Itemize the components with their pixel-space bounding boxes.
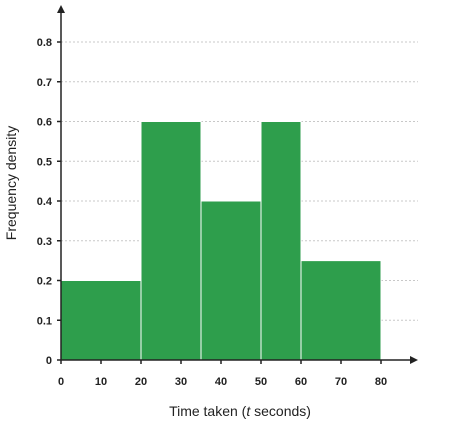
x-tick-label: 50 — [255, 376, 267, 388]
histogram-bar — [60, 280, 142, 361]
x-tick-label: 20 — [135, 376, 147, 388]
x-tick-label: 80 — [375, 376, 387, 388]
y-tick-label: 0.6 — [37, 117, 52, 129]
histogram-bar — [260, 121, 302, 361]
y-tick-label: 0.3 — [37, 236, 52, 248]
y-tick-label: 0.2 — [37, 276, 52, 288]
y-tick-label: 0 — [46, 355, 52, 367]
x-tick-label: 30 — [175, 376, 187, 388]
y-tick-label: 0.5 — [37, 156, 52, 168]
x-tick-label: 70 — [335, 376, 347, 388]
x-tick-label: 60 — [295, 376, 307, 388]
histogram-bar — [200, 200, 262, 361]
x-tick-label: 10 — [95, 376, 107, 388]
y-tick-label: 0.7 — [37, 77, 52, 89]
y-tick-label: 0.8 — [37, 37, 52, 49]
x-axis-arrow — [410, 356, 418, 364]
y-tick-label: 0.4 — [37, 196, 53, 208]
histogram-bar — [300, 260, 382, 361]
x-axis-title-part: seconds) — [250, 403, 311, 419]
histogram-bar — [140, 121, 202, 361]
x-tick-label: 40 — [215, 376, 227, 388]
histogram-bars — [60, 121, 382, 361]
y-axis-title: Frequency density — [3, 126, 19, 240]
tick-labels: 0 0.1 0.2 0.3 0.4 0.5 0.6 0.7 0.8 0 10 20 30 40 50 60 70… — [37, 37, 387, 388]
x-tick-label: 0 — [58, 376, 64, 388]
x-axis-title: Time taken (t seconds) — [169, 403, 311, 419]
axes — [57, 5, 418, 364]
x-axis-title-variable: t — [246, 403, 251, 419]
x-axis-title-part: Time taken ( — [169, 403, 247, 419]
y-axis-arrow — [57, 5, 65, 13]
y-tick-label: 0.1 — [37, 315, 52, 327]
